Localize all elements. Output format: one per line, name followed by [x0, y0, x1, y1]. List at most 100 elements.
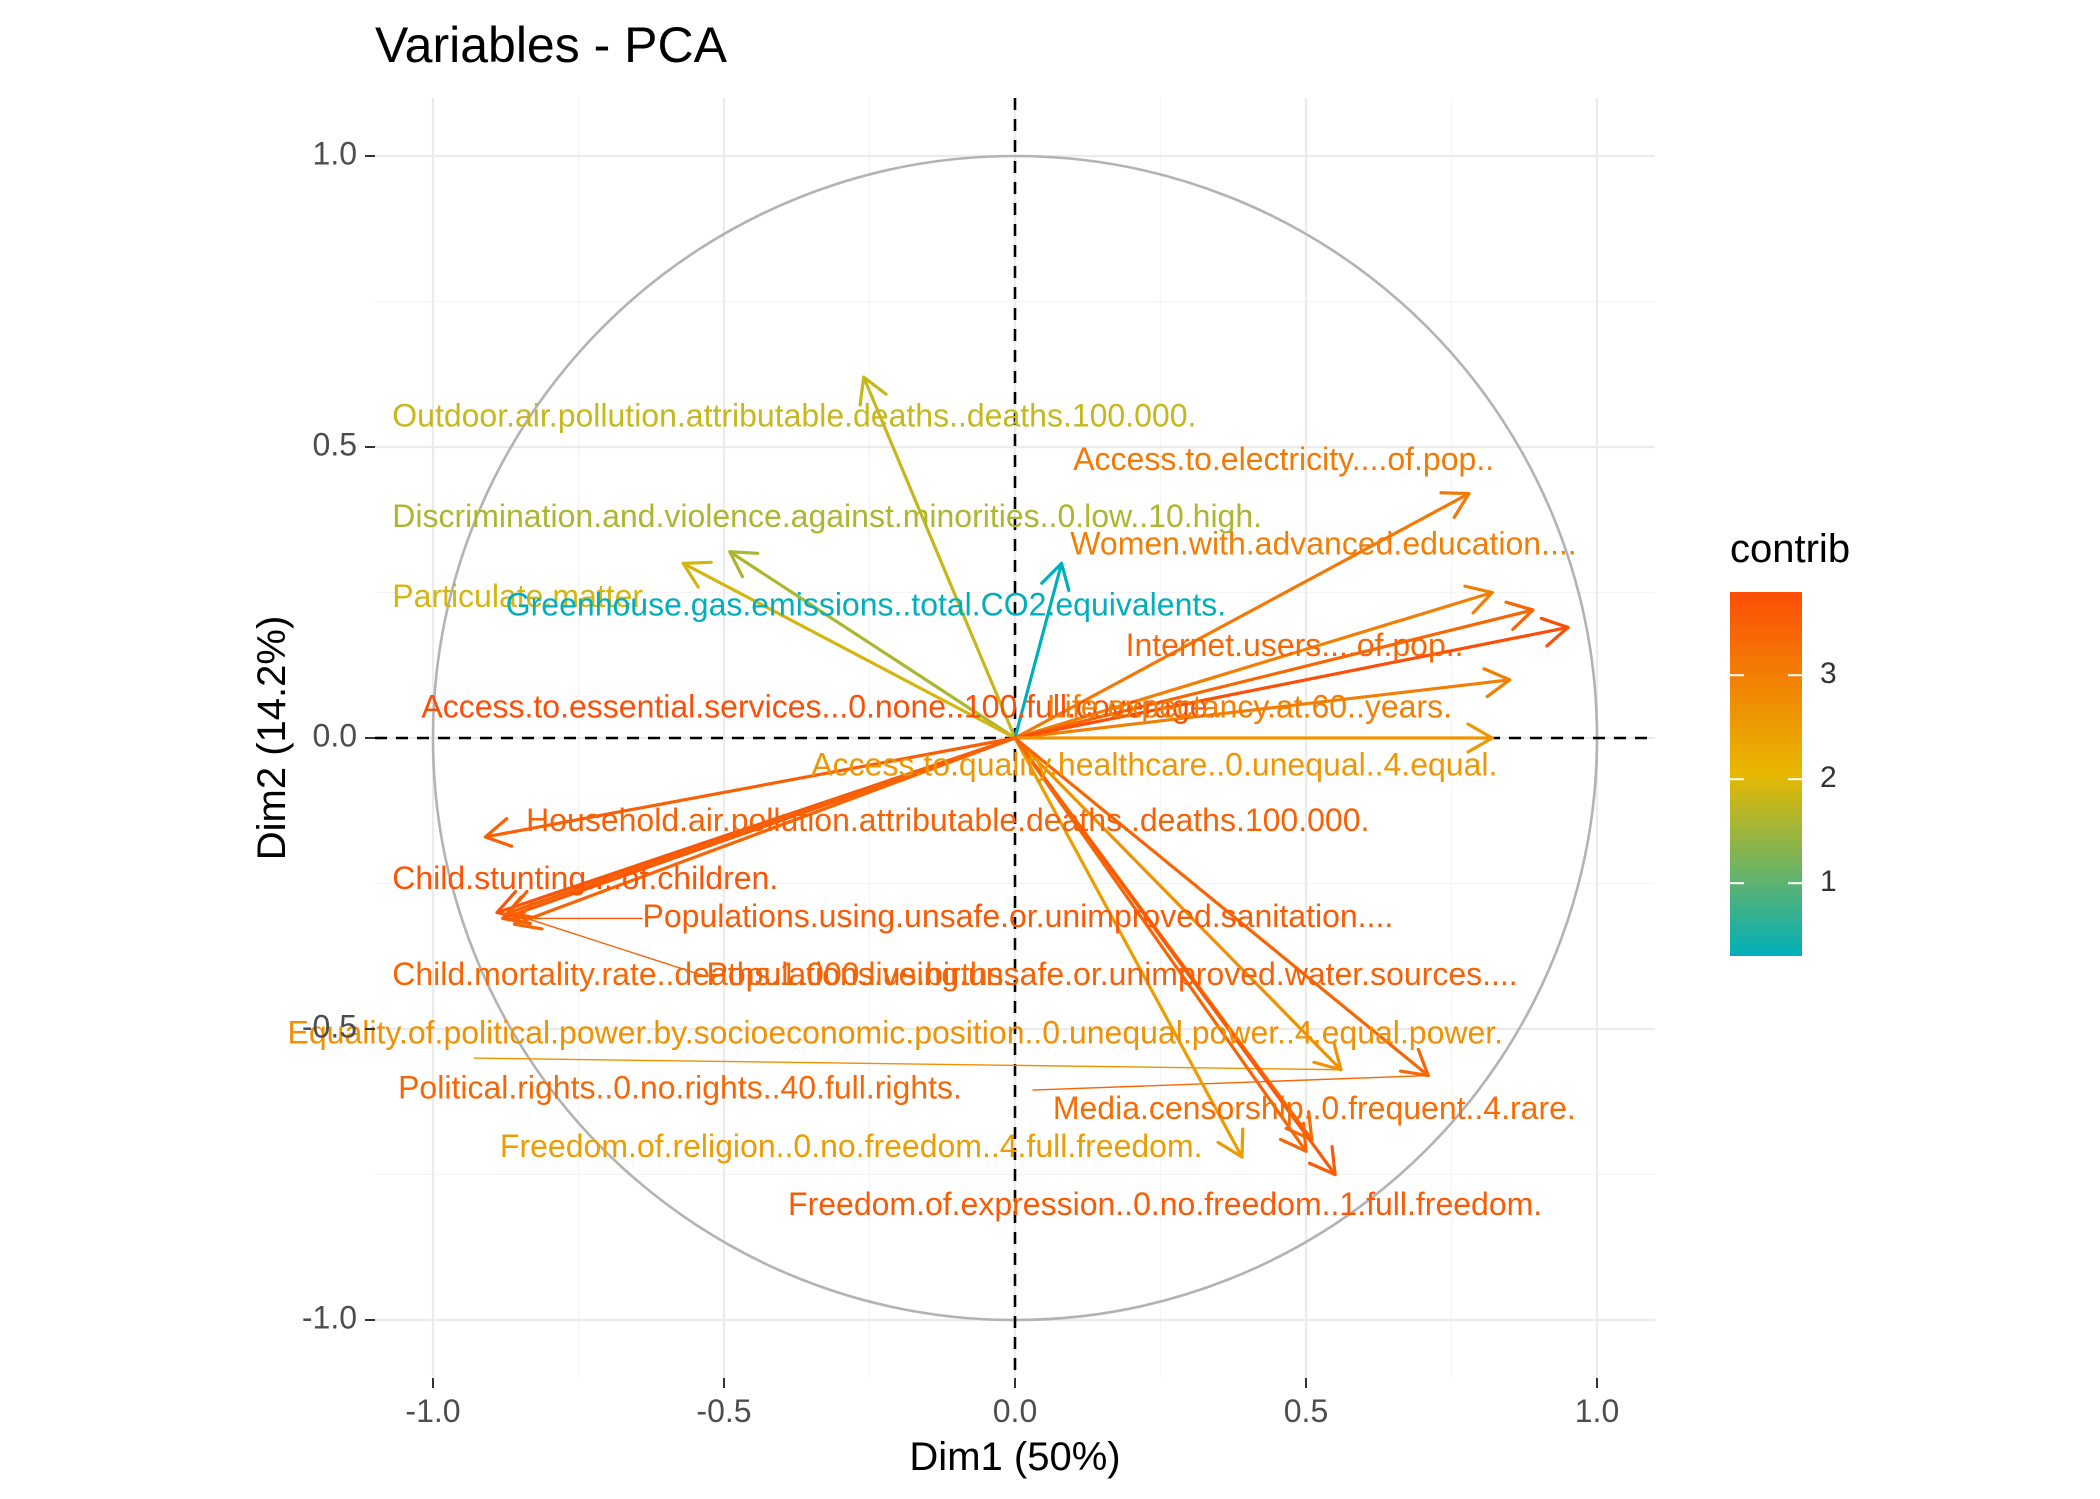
- arrow-head: [1466, 722, 1494, 754]
- arrow-head: [1504, 600, 1535, 631]
- arrow-shaft: [1013, 625, 1570, 740]
- variable-arrow: [681, 560, 1017, 740]
- plot-panel: [375, 98, 1655, 1378]
- variable-arrow: [1013, 616, 1570, 740]
- variable-label: Life.expectancy.at.60..years.: [1047, 688, 1452, 724]
- arrow-head: [1040, 561, 1071, 593]
- variable-label: Freedom.of.expression..0.no.freedom..1.f…: [788, 1186, 1542, 1222]
- variable-arrow: [1013, 491, 1471, 740]
- arrow-head: [483, 817, 514, 848]
- arrow-shaft: [1013, 678, 1512, 740]
- arrow-head: [495, 889, 527, 920]
- legend-colorbar: [1730, 592, 1802, 956]
- y-tick-label: 0.5: [313, 426, 357, 462]
- variable-label: Child.stunting....of.children.: [392, 860, 778, 896]
- arrow-shaft: [1013, 736, 1343, 1072]
- variable-label: Freedom.of.religion..0.no.freedom..4.ful…: [500, 1128, 1203, 1164]
- x-tick-label: 1.0: [1575, 1393, 1619, 1429]
- variable-arrow: [1013, 584, 1494, 740]
- y-axis-title: Dim2 (14.2%): [250, 616, 294, 861]
- legend-tick-label: 1: [1820, 865, 1837, 898]
- arrow-shaft: [1013, 491, 1471, 740]
- arrow-shaft: [862, 375, 1017, 740]
- variable-arrows: [483, 375, 1570, 1177]
- y-tick-label: -0.5: [302, 1008, 357, 1044]
- arrow-shaft: [507, 736, 1017, 915]
- x-tick-label: 0.0: [993, 1393, 1037, 1429]
- arrow-head: [1284, 1110, 1314, 1142]
- y-tick-label: 0.0: [313, 717, 357, 753]
- variable-arrow: [1013, 600, 1535, 740]
- variable-arrow: [728, 550, 1017, 740]
- variable-arrow: [1013, 561, 1071, 740]
- variable-arrow: [483, 736, 1017, 848]
- variable-label: Women.with.advanced.education....: [1070, 525, 1576, 561]
- legend-tick-label: 3: [1820, 657, 1837, 690]
- variable-label: Child.mortality.rate..deaths.1.000.live.…: [392, 956, 1012, 992]
- leader-line: [1032, 1074, 1429, 1091]
- arrow-head: [728, 550, 760, 579]
- variable-label: Equality.of.political.power.by.socioecon…: [288, 1014, 1504, 1050]
- arrow-head: [1463, 584, 1494, 615]
- variable-label: Access.to.quality.healthcare..0.unequal.…: [811, 747, 1497, 783]
- label-leader-lines: [473, 911, 1429, 1091]
- arrow-head: [1398, 1047, 1430, 1078]
- variable-arrow: [1013, 722, 1494, 754]
- arrow-head: [1482, 667, 1512, 699]
- variable-label: Media.censorship..0.frequent..4.rare.: [1053, 1090, 1576, 1126]
- variable-arrow: [1013, 736, 1308, 1153]
- variable-arrow: [1013, 667, 1512, 740]
- variable-arrow: [1013, 736, 1337, 1177]
- arrow-shaft: [1013, 608, 1535, 740]
- variable-label: Outdoor.air.pollution.attributable.death…: [392, 397, 1196, 433]
- arrow-head: [1278, 1121, 1308, 1153]
- variable-arrow: [507, 736, 1017, 920]
- arrow-shaft: [1013, 736, 1244, 1159]
- arrow-shaft: [1013, 736, 1308, 1153]
- variable-arrow: [1013, 736, 1430, 1078]
- variable-labels: Outdoor.air.pollution.attributable.death…: [288, 397, 1577, 1222]
- variable-label: Access.to.electricity....of.pop..: [1073, 441, 1494, 477]
- arrow-shaft: [1013, 736, 1337, 1177]
- arrow-head: [1216, 1127, 1245, 1159]
- arrow-shaft: [1013, 561, 1064, 740]
- x-axis-title: Dim1 (50%): [909, 1435, 1120, 1479]
- legend-title: contrib: [1730, 527, 1850, 571]
- variable-arrow: [1013, 736, 1245, 1159]
- arrow-shaft: [1013, 736, 1430, 1078]
- variable-arrow: [512, 736, 1017, 931]
- arrow-head: [1539, 616, 1570, 648]
- variable-label: Discrimination.and.violence.against.mino…: [392, 498, 1262, 534]
- variable-arrow: [858, 375, 1017, 740]
- x-tick-label: -1.0: [405, 1393, 460, 1429]
- arrow-head: [512, 901, 544, 931]
- arrow-head: [1307, 1145, 1337, 1177]
- arrow-head: [1439, 491, 1471, 519]
- arrow-shaft: [728, 550, 1017, 740]
- arrow-head: [681, 560, 713, 589]
- chart-title: Variables - PCA: [375, 17, 728, 73]
- leader-line: [508, 911, 707, 978]
- variable-label: Populations.using.unsafe.or.unimproved.w…: [707, 956, 1518, 992]
- variable-label: Political.rights..0.no.rights..40.full.r…: [398, 1070, 962, 1106]
- y-axis: 1.0 0.5 0.0 -0.5 -1.0: [302, 135, 375, 1335]
- arrow-shaft: [1013, 590, 1494, 740]
- variable-label: Particulate.matter: [392, 578, 643, 614]
- variable-label: Access.to.essential.services...0.none..1…: [421, 688, 1216, 724]
- legend-ticks: 1 2 3: [1730, 657, 1837, 898]
- variable-label: Internet.users....of.pop..: [1126, 627, 1464, 663]
- arrow-head: [1312, 1041, 1343, 1072]
- legend-tick-label: 2: [1820, 761, 1837, 794]
- arrow-shaft: [483, 736, 1017, 839]
- x-tick-label: -0.5: [696, 1393, 751, 1429]
- leader-line: [473, 1057, 1341, 1071]
- arrow-shaft: [512, 736, 1017, 926]
- variable-label: Household.air.pollution.attributable.dea…: [526, 802, 1369, 838]
- x-tick-label: 0.5: [1284, 1393, 1328, 1429]
- variable-arrow: [1013, 736, 1343, 1072]
- x-axis: -1.0 -0.5 0.0 0.5 1.0: [405, 1378, 1619, 1429]
- variable-label: Populations.using.unsafe.or.unimproved.s…: [643, 898, 1394, 934]
- y-tick-label: 1.0: [313, 135, 357, 171]
- y-tick-label: -1.0: [302, 1299, 357, 1335]
